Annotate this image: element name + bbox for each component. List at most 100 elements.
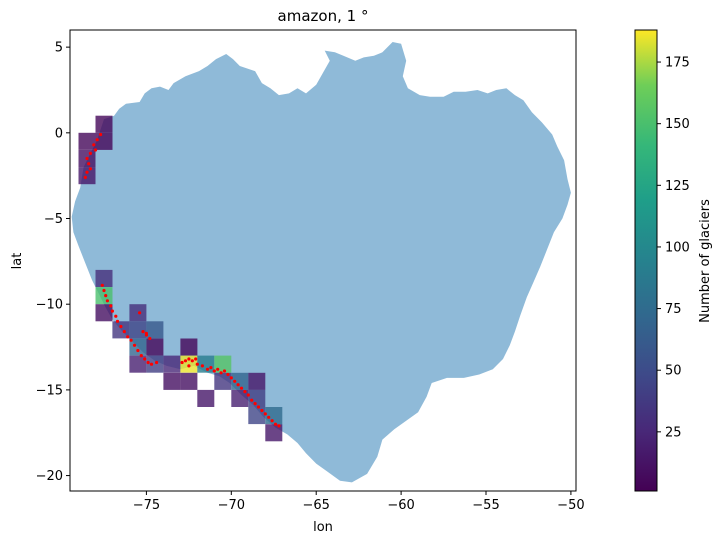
colorbar-tick-label: 25 — [665, 425, 682, 440]
grid-cell — [248, 389, 266, 407]
glacier-point — [102, 288, 106, 293]
glacier-point — [260, 408, 264, 413]
glacier-point — [146, 360, 150, 365]
grid-cell — [231, 389, 249, 407]
glacier-point — [126, 335, 130, 339]
glacier-point — [119, 324, 123, 329]
colorbar-tick-label: 75 — [665, 302, 682, 317]
glacier-point — [138, 311, 142, 315]
glacier-point — [105, 299, 109, 303]
grid-cell — [180, 372, 198, 390]
glacier-point — [114, 314, 118, 318]
glacier-point — [253, 402, 257, 406]
glacier-point — [149, 362, 154, 366]
grid-cell — [197, 355, 215, 373]
grid-cell — [265, 424, 283, 442]
glacier-point — [109, 304, 113, 308]
grid-cell — [95, 132, 113, 150]
grid-cell — [78, 167, 96, 185]
colorbar-tick-label: 125 — [665, 179, 690, 194]
grid-cell — [129, 304, 147, 322]
grid-cell — [265, 407, 283, 425]
grid-cell — [146, 355, 164, 373]
colorbar-label: Number of glaciers — [698, 199, 713, 323]
glacier-point — [200, 364, 204, 368]
x-axis: −75 −70 −65 −60 −55 −50 — [133, 491, 585, 513]
glacier-point — [139, 354, 143, 358]
glacier-point — [256, 405, 261, 409]
glacier-point — [194, 357, 198, 361]
glacier-point — [190, 359, 194, 363]
plot-area — [71, 42, 571, 483]
colorbar-tick-label: 50 — [665, 364, 682, 379]
glacier-point — [104, 294, 108, 298]
glacier-point — [236, 383, 240, 387]
y-tick-label: −10 — [36, 298, 63, 313]
glacier-point — [243, 390, 247, 394]
x-axis-label: lon — [313, 520, 333, 535]
glacier-point — [148, 336, 152, 341]
glacier-point — [250, 398, 254, 402]
glacier-point — [187, 357, 191, 361]
glacier-point — [136, 348, 140, 353]
grid-cell — [248, 372, 266, 390]
y-tick-label: −20 — [36, 469, 63, 484]
colorbar-tick-label: 100 — [665, 240, 690, 255]
glacier-point — [99, 132, 103, 137]
glacier-point — [209, 366, 213, 370]
glacier-point — [267, 415, 271, 419]
colorbar-gradient — [634, 29, 658, 492]
glacier-point — [277, 424, 281, 428]
glacier-point — [115, 319, 120, 323]
glacier-point — [233, 379, 237, 383]
glacier-point — [95, 138, 99, 142]
grid-cell — [129, 338, 147, 356]
grid-cell — [112, 321, 130, 339]
glacier-point — [88, 151, 92, 155]
glacier-point — [226, 372, 230, 377]
x-tick-label: −75 — [133, 498, 160, 513]
colorbar-tick-label: 150 — [665, 117, 690, 132]
glacier-point — [87, 162, 91, 166]
amazon-basin-shape — [71, 42, 571, 483]
grid-cell — [214, 372, 232, 390]
grid-cell — [78, 132, 96, 150]
colorbar-tick-label: 175 — [665, 56, 690, 71]
x-tick-label: −55 — [472, 498, 499, 513]
glacier-point — [155, 360, 159, 365]
glacier-point — [122, 330, 126, 334]
glacier-point — [195, 362, 199, 366]
glacier-point — [85, 156, 89, 161]
glacier-point — [246, 393, 250, 397]
y-tick-label: −5 — [44, 212, 63, 227]
glacier-point — [93, 148, 98, 152]
glacier-point — [239, 386, 244, 390]
glacier-points — [83, 132, 281, 428]
glacier-point — [219, 371, 223, 375]
grid-cell — [231, 372, 249, 390]
glacier-point — [263, 412, 267, 416]
glacier-point — [229, 376, 233, 380]
grid-cell — [163, 355, 181, 373]
x-tick-label: −70 — [218, 498, 245, 513]
chart-title: amazon, 1 ° — [278, 7, 369, 25]
glacier-point — [132, 343, 137, 347]
glacier-point — [205, 367, 210, 371]
y-tick-label: 0 — [55, 126, 63, 141]
colorbar-ticks: 25 50 75 100 125 150 175 — [657, 56, 690, 440]
glacier-point — [92, 143, 96, 147]
glacier-point — [88, 167, 92, 171]
grid-cell — [146, 321, 164, 339]
glacier-point — [180, 360, 184, 365]
grid-cell — [129, 355, 147, 373]
glacier-point — [143, 357, 147, 361]
x-tick-label: −65 — [302, 498, 329, 513]
grid-cell — [163, 372, 181, 390]
glacier-point — [83, 175, 87, 179]
grid-cell — [95, 304, 113, 322]
glacier-point — [212, 369, 216, 373]
y-tick-label: −15 — [36, 383, 63, 398]
glacier-point — [141, 330, 145, 334]
glacier-point — [85, 170, 89, 174]
